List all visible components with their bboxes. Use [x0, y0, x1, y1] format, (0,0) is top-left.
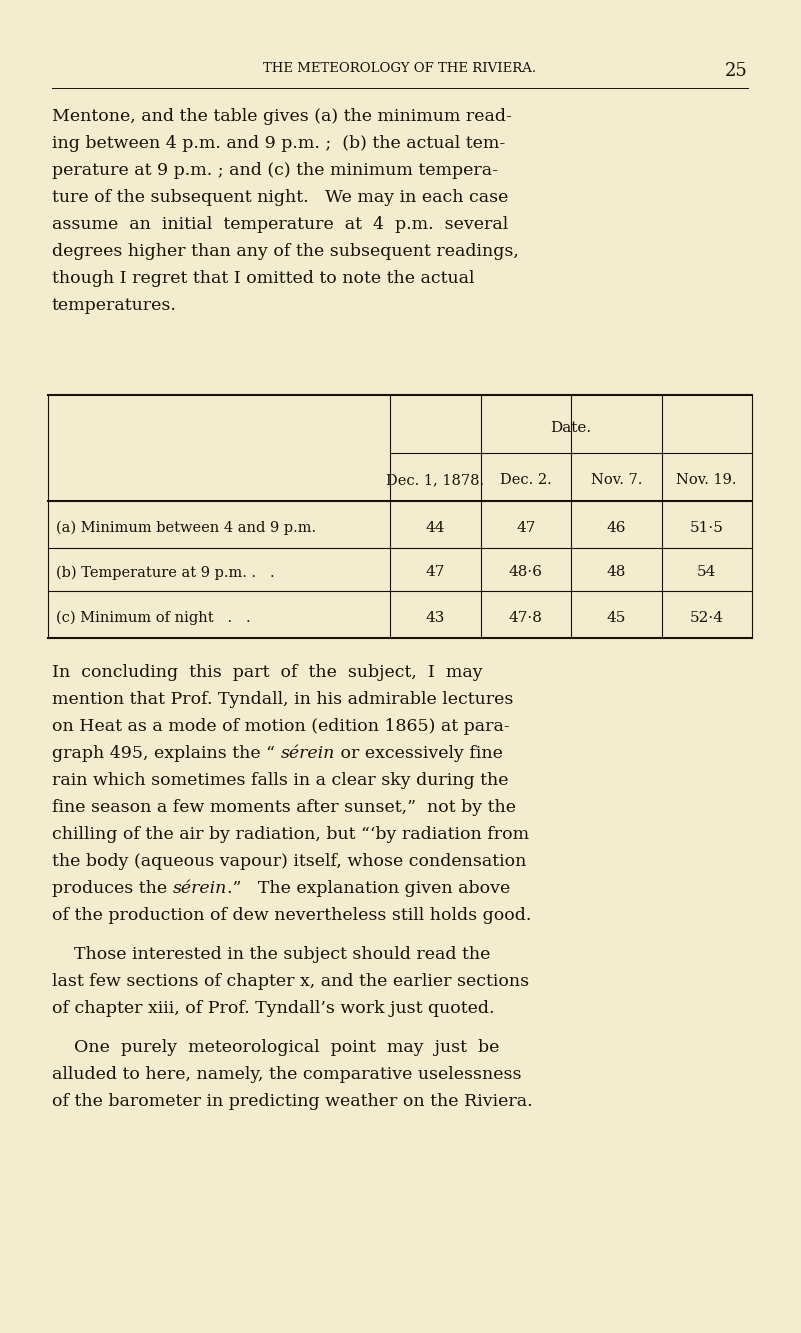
- Text: 48·6: 48·6: [509, 565, 543, 580]
- Text: of chapter xiii, of Prof. Tyndall’s work just quoted.: of chapter xiii, of Prof. Tyndall’s work…: [52, 1000, 494, 1017]
- Text: Dec. 1, 1878.: Dec. 1, 1878.: [386, 473, 485, 487]
- Text: graph 495, explains the “: graph 495, explains the “: [52, 745, 280, 762]
- Text: 45: 45: [606, 611, 626, 624]
- Text: 46: 46: [606, 520, 626, 535]
- Text: 44: 44: [425, 520, 445, 535]
- Text: In  concluding  this  part  of  the  subject,  I  may: In concluding this part of the subject, …: [52, 664, 483, 681]
- Text: or excessively fine: or excessively fine: [335, 745, 503, 762]
- Text: One  purely  meteorological  point  may  just  be: One purely meteorological point may just…: [52, 1038, 499, 1056]
- Text: sérein: sérein: [280, 745, 335, 762]
- Text: rain which sometimes falls in a clear sky during the: rain which sometimes falls in a clear sk…: [52, 772, 509, 789]
- Text: assume  an  initial  temperature  at  4  p.m.  several: assume an initial temperature at 4 p.m. …: [52, 216, 509, 233]
- Text: 51·5: 51·5: [690, 520, 723, 535]
- Text: 47·8: 47·8: [509, 611, 543, 624]
- Text: 25: 25: [725, 63, 748, 80]
- Text: alluded to here, namely, the comparative uselessness: alluded to here, namely, the comparative…: [52, 1066, 521, 1082]
- Text: 52·4: 52·4: [690, 611, 724, 624]
- Text: 48: 48: [606, 565, 626, 580]
- Text: 47: 47: [516, 520, 535, 535]
- Text: Nov. 19.: Nov. 19.: [677, 473, 737, 487]
- Text: chilling of the air by radiation, but “‘by radiation from: chilling of the air by radiation, but “‘…: [52, 826, 529, 842]
- Text: (a) Minimum between 4 and 9 p.m.: (a) Minimum between 4 and 9 p.m.: [56, 520, 316, 535]
- Text: mention that Prof. Tyndall, in his admirable lectures: mention that Prof. Tyndall, in his admir…: [52, 690, 513, 708]
- Text: degrees higher than any of the subsequent readings,: degrees higher than any of the subsequen…: [52, 243, 519, 260]
- Text: of the production of dew nevertheless still holds good.: of the production of dew nevertheless st…: [52, 906, 531, 924]
- Text: (b) Temperature at 9 p.m. .   .: (b) Temperature at 9 p.m. . .: [56, 565, 275, 580]
- Text: (c) Minimum of night   .   .: (c) Minimum of night . .: [56, 611, 251, 625]
- Text: ture of the subsequent night.   We may in each case: ture of the subsequent night. We may in …: [52, 189, 509, 207]
- Text: of the barometer in predicting weather on the Riviera.: of the barometer in predicting weather o…: [52, 1093, 533, 1110]
- Text: fine season a few moments after sunset,”  not by the: fine season a few moments after sunset,”…: [52, 798, 516, 816]
- Text: .”   The explanation given above: .” The explanation given above: [227, 880, 510, 897]
- Text: 43: 43: [425, 611, 445, 624]
- Text: ing between 4 p.m. and 9 p.m. ;  (b) the actual tem-: ing between 4 p.m. and 9 p.m. ; (b) the …: [52, 135, 505, 152]
- Text: perature at 9 p.m. ; and (c) the minimum tempera-: perature at 9 p.m. ; and (c) the minimum…: [52, 163, 498, 179]
- Text: Date.: Date.: [550, 421, 592, 435]
- Text: Those interested in the subject should read the: Those interested in the subject should r…: [52, 946, 490, 962]
- Text: produces the: produces the: [52, 880, 173, 897]
- Text: 54: 54: [697, 565, 716, 580]
- Text: Nov. 7.: Nov. 7.: [590, 473, 642, 487]
- Text: Dec. 2.: Dec. 2.: [500, 473, 552, 487]
- Text: Mentone, and the table gives (a) the minimum read-: Mentone, and the table gives (a) the min…: [52, 108, 512, 125]
- Text: though I regret that I omitted to note the actual: though I regret that I omitted to note t…: [52, 271, 474, 287]
- Text: 47: 47: [425, 565, 445, 580]
- Text: temperatures.: temperatures.: [52, 297, 177, 315]
- Text: the body (aqueous vapour) itself, whose condensation: the body (aqueous vapour) itself, whose …: [52, 853, 526, 870]
- Text: last few sections of chapter x, and the earlier sections: last few sections of chapter x, and the …: [52, 973, 529, 990]
- Text: THE METEOROLOGY OF THE RIVIERA.: THE METEOROLOGY OF THE RIVIERA.: [264, 63, 537, 75]
- Text: on Heat as a mode of motion (edition 1865) at para-: on Heat as a mode of motion (edition 186…: [52, 718, 509, 734]
- Text: sérein: sérein: [173, 880, 227, 897]
